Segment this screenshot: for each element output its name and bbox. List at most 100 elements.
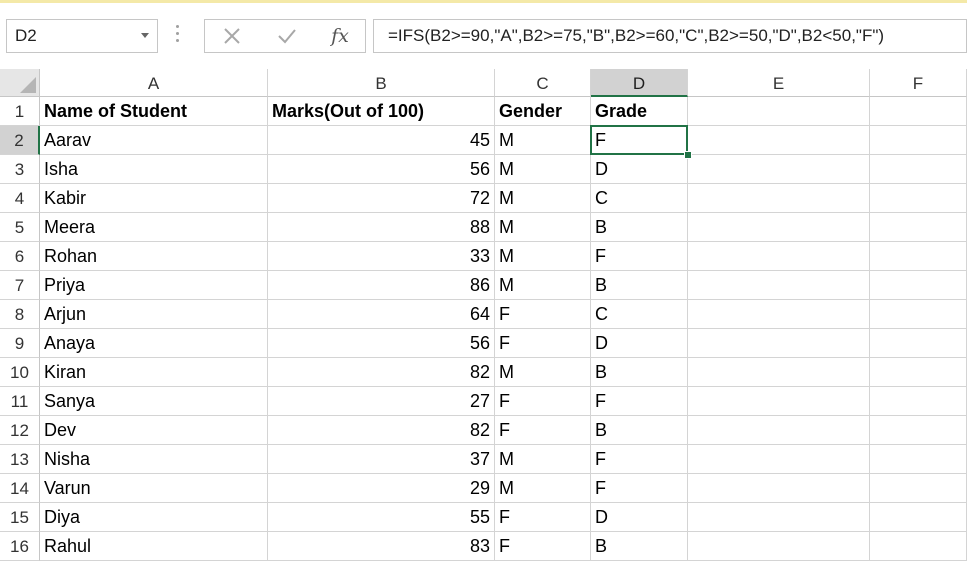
column-header-c[interactable]: C: [495, 69, 591, 97]
cell-a3[interactable]: Isha: [40, 155, 268, 184]
row-header-10[interactable]: 10: [0, 358, 40, 387]
cell-a2[interactable]: Aarav: [40, 126, 268, 155]
row-header-14[interactable]: 14: [0, 474, 40, 503]
row-header-2[interactable]: 2: [0, 126, 40, 155]
cell-b4[interactable]: 72: [268, 184, 495, 213]
column-header-b[interactable]: B: [268, 69, 495, 97]
row-header-1[interactable]: 1: [0, 97, 40, 126]
row-header-6[interactable]: 6: [0, 242, 40, 271]
cell-f12[interactable]: [870, 416, 967, 445]
cell-b1[interactable]: Marks(Out of 100): [268, 97, 495, 126]
cell-c14[interactable]: M: [495, 474, 591, 503]
cell-c9[interactable]: F: [495, 329, 591, 358]
cell-d4[interactable]: C: [591, 184, 688, 213]
row-header-11[interactable]: 11: [0, 387, 40, 416]
cell-a13[interactable]: Nisha: [40, 445, 268, 474]
cell-f2[interactable]: [870, 126, 967, 155]
cell-e3[interactable]: [688, 155, 870, 184]
cell-c5[interactable]: M: [495, 213, 591, 242]
cell-a1[interactable]: Name of Student: [40, 97, 268, 126]
cell-c4[interactable]: M: [495, 184, 591, 213]
fill-handle[interactable]: [684, 151, 692, 159]
cell-c15[interactable]: F: [495, 503, 591, 532]
cell-d16[interactable]: B: [591, 532, 688, 561]
cell-f15[interactable]: [870, 503, 967, 532]
cell-e14[interactable]: [688, 474, 870, 503]
cell-d13[interactable]: F: [591, 445, 688, 474]
more-vertical-icon[interactable]: [176, 25, 180, 47]
cell-f6[interactable]: [870, 242, 967, 271]
cell-f8[interactable]: [870, 300, 967, 329]
cell-f7[interactable]: [870, 271, 967, 300]
cell-e2[interactable]: [688, 126, 870, 155]
cell-d7[interactable]: B: [591, 271, 688, 300]
cell-a11[interactable]: Sanya: [40, 387, 268, 416]
row-header-12[interactable]: 12: [0, 416, 40, 445]
cell-e13[interactable]: [688, 445, 870, 474]
cell-d6[interactable]: F: [591, 242, 688, 271]
cell-e5[interactable]: [688, 213, 870, 242]
row-header-3[interactable]: 3: [0, 155, 40, 184]
cell-d11[interactable]: F: [591, 387, 688, 416]
cell-a16[interactable]: Rahul: [40, 532, 268, 561]
column-header-d[interactable]: D: [591, 69, 688, 97]
cell-a7[interactable]: Priya: [40, 271, 268, 300]
name-box[interactable]: D2: [6, 19, 158, 53]
cell-d9[interactable]: D: [591, 329, 688, 358]
cell-c11[interactable]: F: [495, 387, 591, 416]
column-header-e[interactable]: E: [688, 69, 870, 97]
enter-check-icon[interactable]: [272, 24, 302, 48]
cell-e4[interactable]: [688, 184, 870, 213]
cell-a12[interactable]: Dev: [40, 416, 268, 445]
cell-e6[interactable]: [688, 242, 870, 271]
cell-c8[interactable]: F: [495, 300, 591, 329]
cell-c6[interactable]: M: [495, 242, 591, 271]
row-header-5[interactable]: 5: [0, 213, 40, 242]
cell-f14[interactable]: [870, 474, 967, 503]
cell-b2[interactable]: 45: [268, 126, 495, 155]
cell-f4[interactable]: [870, 184, 967, 213]
cell-e16[interactable]: [688, 532, 870, 561]
cell-a4[interactable]: Kabir: [40, 184, 268, 213]
cell-a8[interactable]: Arjun: [40, 300, 268, 329]
cell-e9[interactable]: [688, 329, 870, 358]
cell-f16[interactable]: [870, 532, 967, 561]
cell-a14[interactable]: Varun: [40, 474, 268, 503]
row-header-8[interactable]: 8: [0, 300, 40, 329]
cell-e11[interactable]: [688, 387, 870, 416]
cell-d1[interactable]: Grade: [591, 97, 688, 126]
cell-f10[interactable]: [870, 358, 967, 387]
cell-b5[interactable]: 88: [268, 213, 495, 242]
row-header-4[interactable]: 4: [0, 184, 40, 213]
cell-d2[interactable]: F: [591, 126, 688, 155]
cell-a10[interactable]: Kiran: [40, 358, 268, 387]
cell-e8[interactable]: [688, 300, 870, 329]
cell-b8[interactable]: 64: [268, 300, 495, 329]
cell-c1[interactable]: Gender: [495, 97, 591, 126]
cell-a9[interactable]: Anaya: [40, 329, 268, 358]
cell-f11[interactable]: [870, 387, 967, 416]
cell-e15[interactable]: [688, 503, 870, 532]
cell-c10[interactable]: M: [495, 358, 591, 387]
cell-e10[interactable]: [688, 358, 870, 387]
cell-d8[interactable]: C: [591, 300, 688, 329]
cell-b16[interactable]: 83: [268, 532, 495, 561]
cell-c16[interactable]: F: [495, 532, 591, 561]
row-header-15[interactable]: 15: [0, 503, 40, 532]
cell-d10[interactable]: B: [591, 358, 688, 387]
cell-a6[interactable]: Rohan: [40, 242, 268, 271]
cell-b11[interactable]: 27: [268, 387, 495, 416]
cell-d12[interactable]: B: [591, 416, 688, 445]
row-header-16[interactable]: 16: [0, 532, 40, 561]
cell-d3[interactable]: D: [591, 155, 688, 184]
cell-b9[interactable]: 56: [268, 329, 495, 358]
select-all-button[interactable]: [0, 69, 40, 97]
cell-f13[interactable]: [870, 445, 967, 474]
cell-c3[interactable]: M: [495, 155, 591, 184]
cell-b14[interactable]: 29: [268, 474, 495, 503]
cell-b13[interactable]: 37: [268, 445, 495, 474]
cell-b15[interactable]: 55: [268, 503, 495, 532]
cell-b6[interactable]: 33: [268, 242, 495, 271]
cell-d15[interactable]: D: [591, 503, 688, 532]
cell-b7[interactable]: 86: [268, 271, 495, 300]
